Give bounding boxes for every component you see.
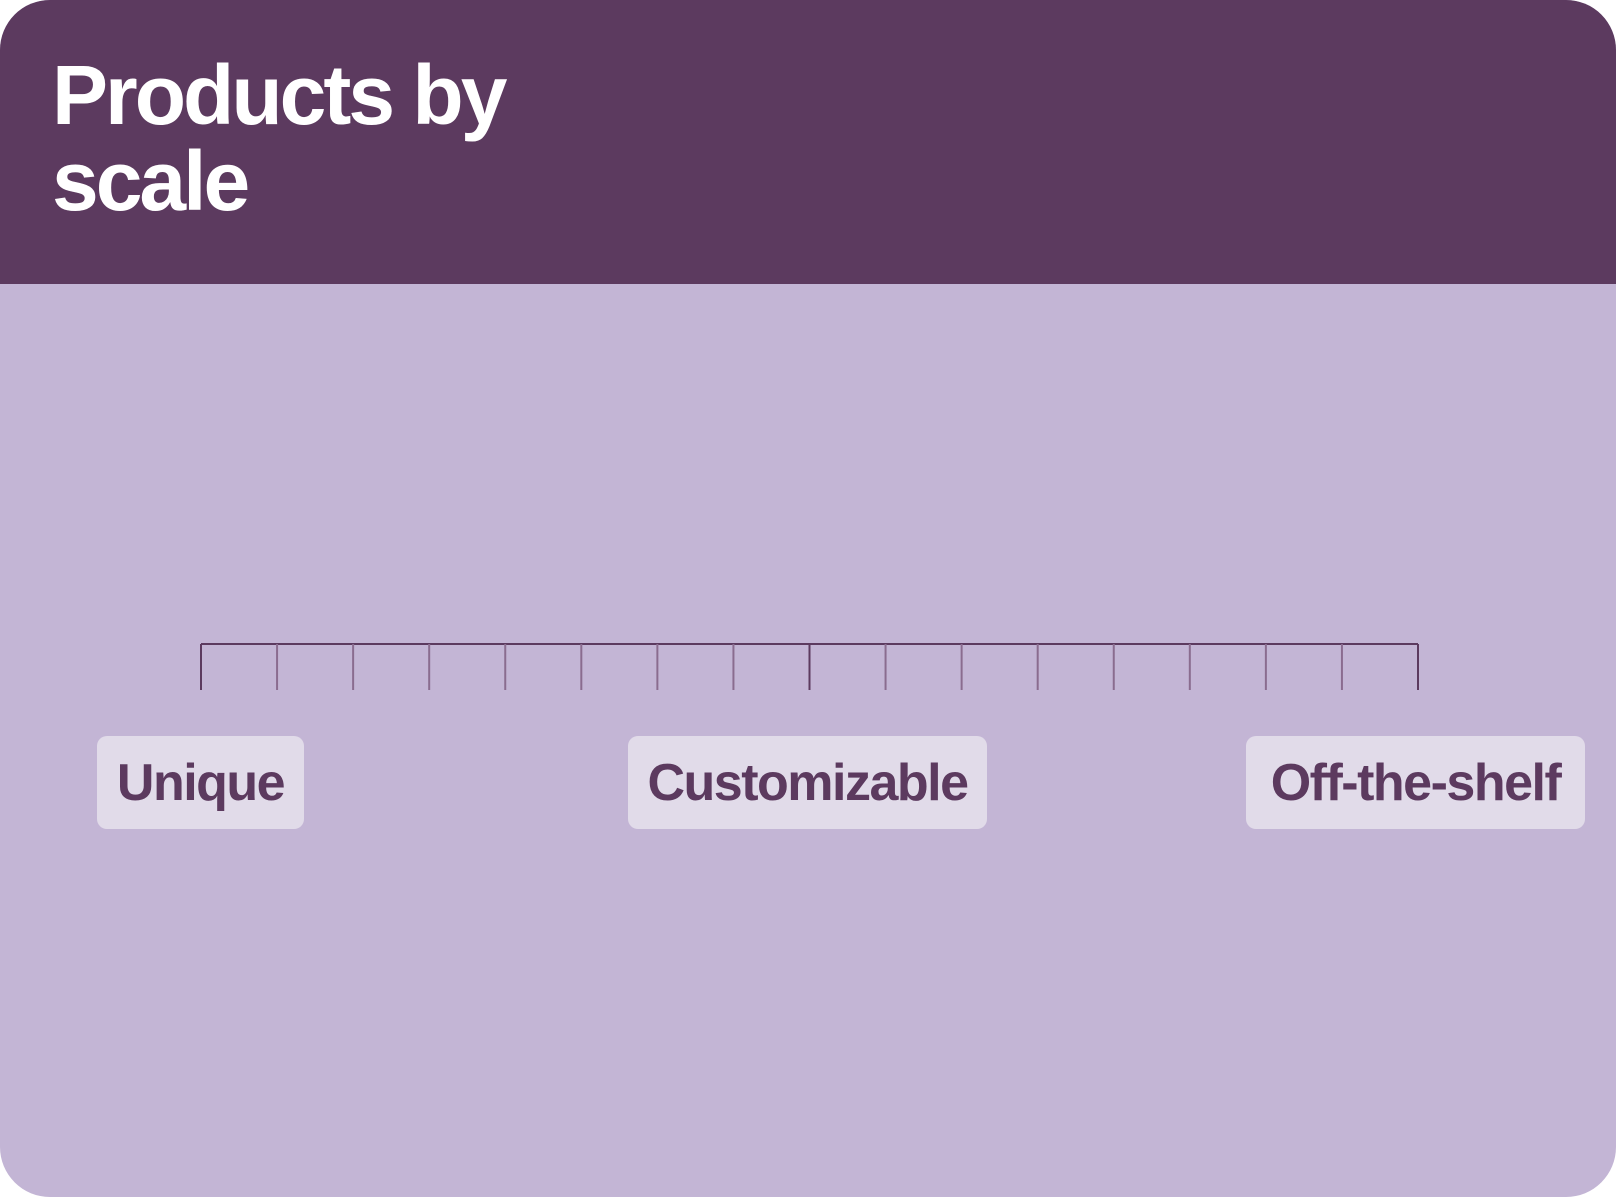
label-off-the-shelf: Off-the-shelf xyxy=(1246,736,1585,829)
label-unique: Unique xyxy=(97,736,304,829)
page-title: Products by scale xyxy=(52,48,507,228)
label-customizable: Customizable xyxy=(628,736,987,829)
header-bar: Products by scale xyxy=(0,0,1616,284)
